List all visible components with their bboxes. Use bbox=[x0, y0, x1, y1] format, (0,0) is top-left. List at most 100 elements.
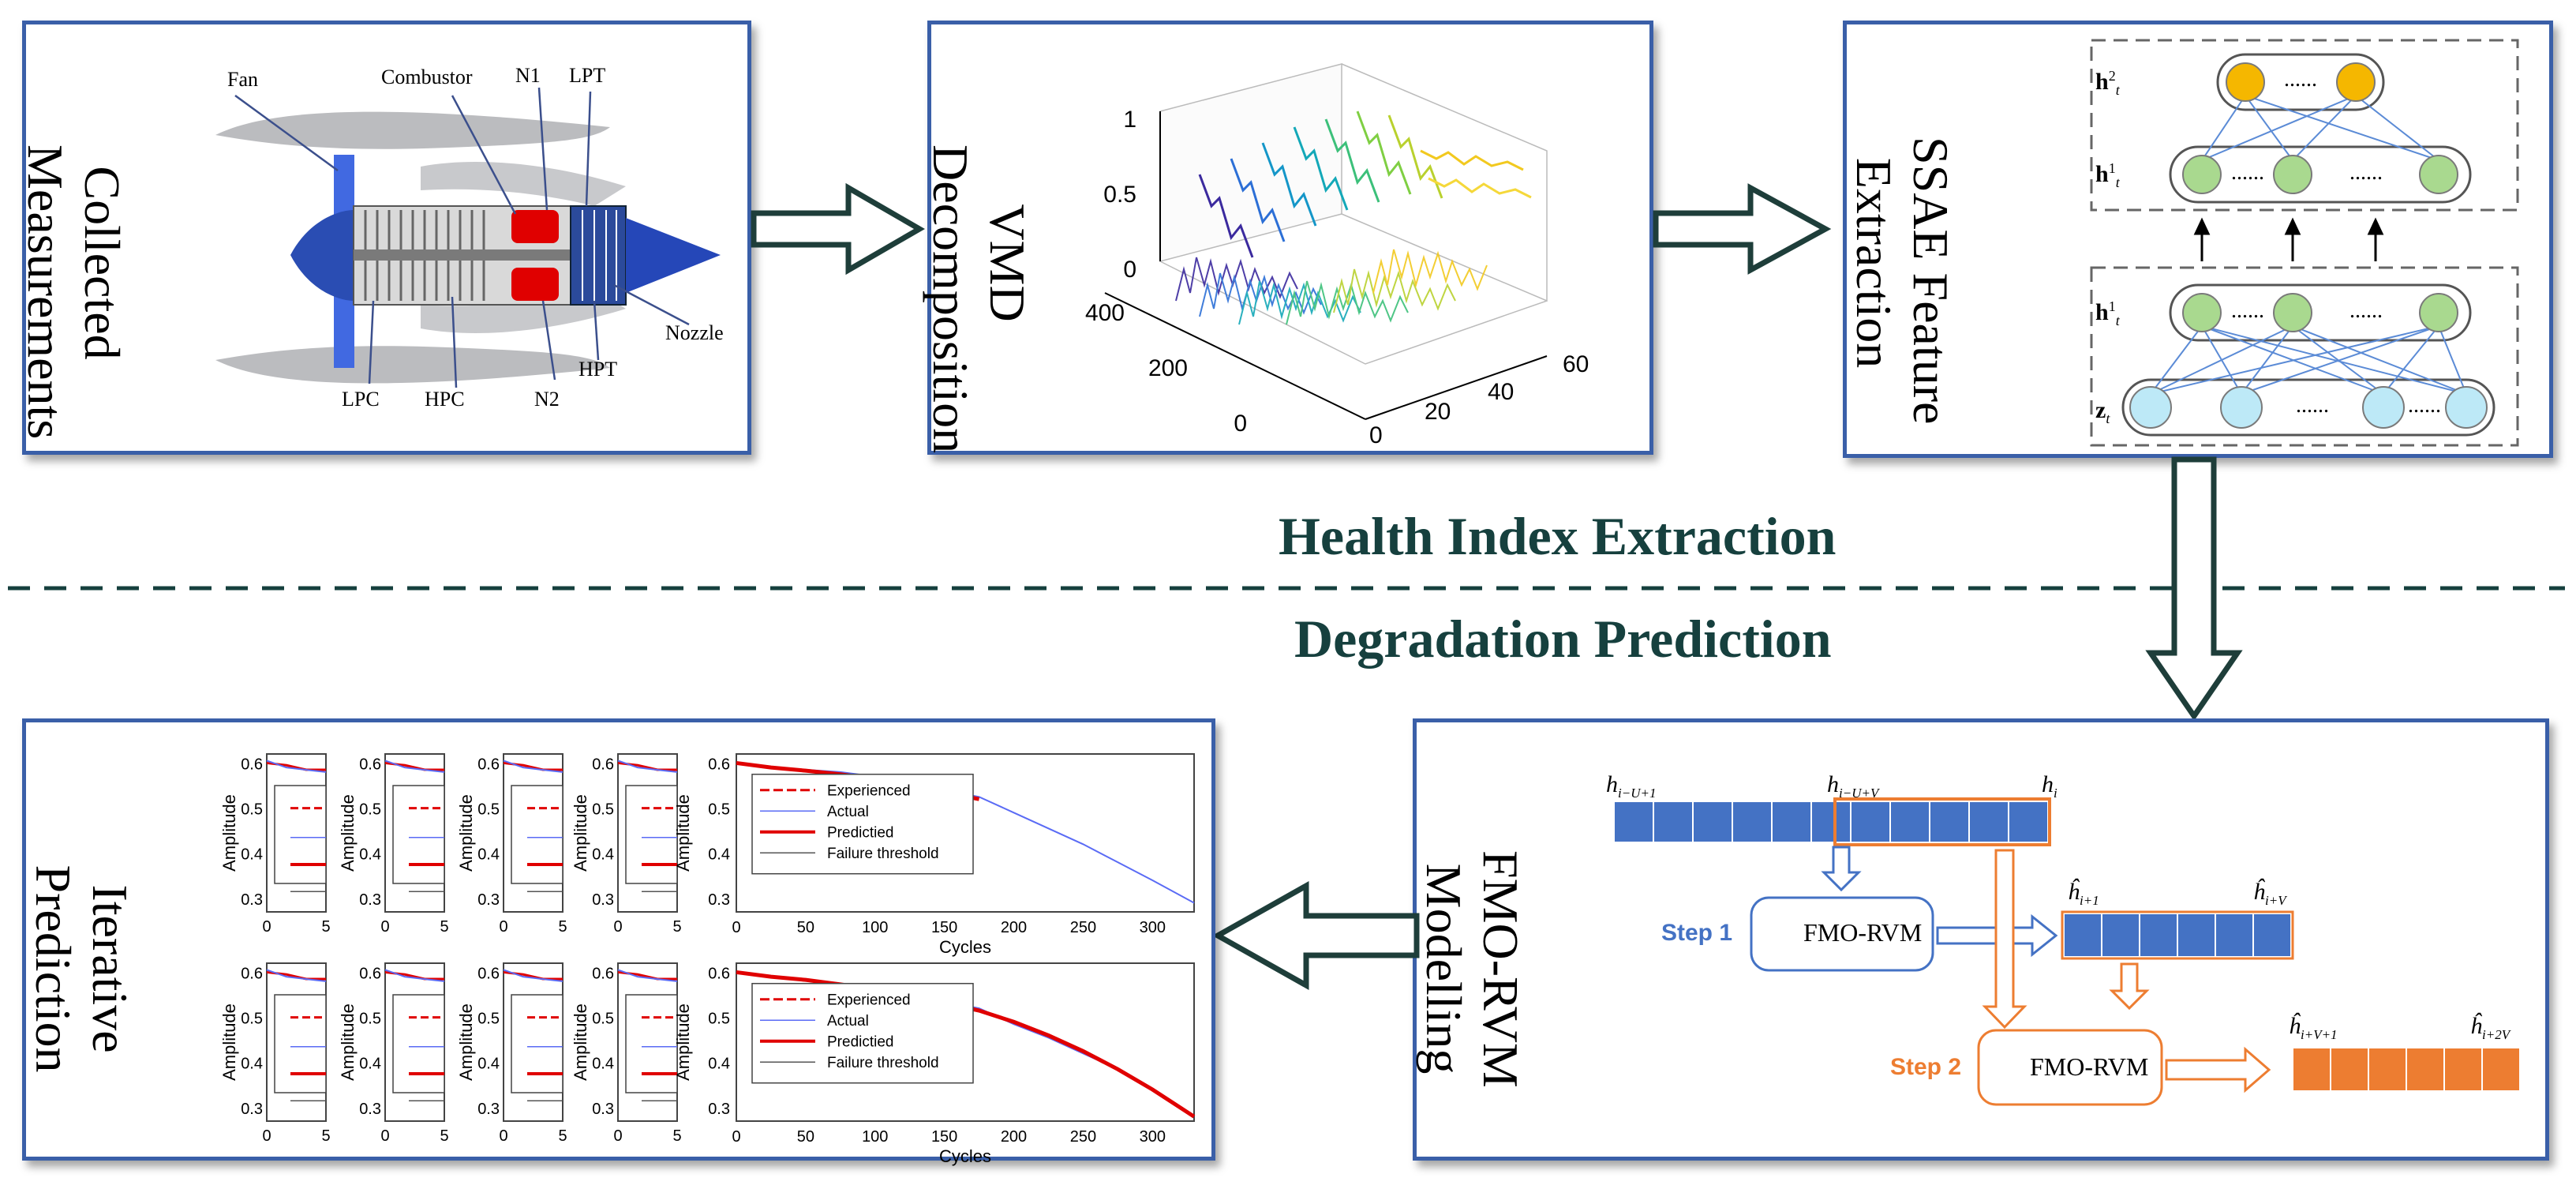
label-nozzle: Nozzle bbox=[665, 321, 724, 344]
small-plot-ylabel: Amplitude bbox=[571, 794, 590, 872]
legend-entry-0: Experienced bbox=[827, 783, 911, 800]
h-mid-label: hi−U+V bbox=[1827, 771, 1879, 801]
small-plot-legend-box bbox=[392, 994, 445, 1093]
small-plot-ytick: 0.4 bbox=[592, 846, 614, 864]
window-highlight bbox=[1833, 797, 2051, 846]
small-plot-xtick: 0 bbox=[613, 918, 622, 936]
small-plot-legend-box bbox=[392, 785, 445, 884]
hat-end-label: ĥi+V bbox=[2253, 879, 2286, 908]
small-plot-ytick: 0.6 bbox=[359, 756, 381, 773]
panel-fmo-rvm-modelling: FMO-RVM Modelling FMO-RVM FMO-RVM Step 1 … bbox=[1413, 718, 2549, 1161]
arrow-1-to-2 bbox=[751, 182, 925, 276]
hat2-end-label: ĥi+2V bbox=[2470, 1013, 2510, 1042]
main-plot-xtick: 150 bbox=[931, 919, 957, 936]
z-tick-0-5: 0.5 bbox=[1103, 182, 1136, 208]
dots-h1-a: ...... bbox=[2231, 160, 2264, 185]
small-plot-ytick: 0.4 bbox=[477, 1056, 500, 1073]
main-plot-xtick: 200 bbox=[1001, 919, 1027, 936]
small-plot-xtick: 5 bbox=[672, 1127, 681, 1145]
small-plot-ylabel: Amplitude bbox=[571, 1003, 590, 1081]
small-plot-actual-line bbox=[384, 969, 445, 982]
combustor-top bbox=[511, 210, 559, 243]
main-plot-ytick: 0.3 bbox=[708, 1101, 730, 1118]
label-lpc: LPC bbox=[342, 388, 380, 411]
panel-vmd-decomposition: VMD Decomposition 1 0.5 bbox=[923, 21, 1653, 455]
small-plot-ylabel: Amplitude bbox=[456, 1003, 476, 1081]
legend-entry-3: Failure threshold bbox=[827, 1055, 939, 1071]
y-tick-0: 0 bbox=[1234, 411, 1247, 437]
panel2-title: VMD Decomposition bbox=[923, 144, 1035, 454]
x-tick-40: 40 bbox=[1488, 379, 1514, 405]
legend-entry-3: Failure threshold bbox=[827, 846, 939, 862]
small-plot-actual-line bbox=[384, 760, 445, 773]
section-divider bbox=[8, 586, 2565, 591]
legend-entry-2: Predictied bbox=[827, 1034, 894, 1051]
label-combustor: Combustor bbox=[381, 66, 473, 88]
small-plot-legend-box bbox=[625, 994, 678, 1093]
combustor-bottom bbox=[511, 268, 559, 301]
small-plot-ytick: 0.4 bbox=[477, 846, 500, 864]
main-plot-ytick: 0.6 bbox=[708, 965, 730, 982]
label-hpt: HPT bbox=[578, 358, 618, 381]
small-plot-ytick: 0.4 bbox=[592, 1056, 614, 1073]
fmo-rvm-flow bbox=[1613, 797, 2521, 1106]
arrow-3-to-4 bbox=[2145, 456, 2243, 722]
label-h1-input: h1t bbox=[2095, 298, 2120, 328]
small-plot-legend-box bbox=[274, 994, 327, 1093]
x-tick-60: 60 bbox=[1563, 351, 1589, 377]
small-plot-ylabel: Amplitude bbox=[338, 794, 358, 872]
small-plot-ytick: 0.5 bbox=[592, 801, 614, 819]
small-plot-xtick: 0 bbox=[262, 918, 271, 936]
panel3-title: SSAE Feature Extraction bbox=[1846, 137, 1959, 425]
step-1-label: Step 1 bbox=[1661, 920, 1733, 946]
small-plot-xtick: 0 bbox=[262, 1127, 271, 1145]
main-plot-xlabel: Cycles bbox=[939, 937, 991, 957]
h-start-label: hi−U+1 bbox=[1606, 771, 1657, 801]
label-n1: N1 bbox=[515, 64, 541, 87]
main-plot-xtick: 100 bbox=[862, 1128, 888, 1146]
main-plot-ytick: 0.4 bbox=[708, 1056, 730, 1073]
dots-h1-b: ...... bbox=[2349, 160, 2383, 185]
main-plot-xtick: 100 bbox=[862, 919, 888, 936]
small-plot-xtick: 5 bbox=[321, 918, 330, 936]
main-plot-xtick: 250 bbox=[1070, 1128, 1096, 1146]
z-tick-1: 1 bbox=[1123, 107, 1136, 133]
small-plot-ytick: 0.3 bbox=[477, 1101, 500, 1118]
small-plot-xtick: 5 bbox=[558, 918, 567, 936]
small-plot-ytick: 0.5 bbox=[359, 1011, 381, 1028]
small-plot-ytick: 0.4 bbox=[241, 1056, 263, 1073]
label-h2: h2t bbox=[2095, 68, 2120, 98]
arrow-4-to-5 bbox=[1211, 881, 1420, 990]
ssae-network-diagram: ...... ...... ...... ...... ...... .....… bbox=[2090, 39, 2519, 447]
h-end-label: hi bbox=[2042, 771, 2057, 801]
small-plot-xtick: 0 bbox=[380, 918, 389, 936]
vmd-3d-plot: 1 0.5 0 400 200 0 0 20 40 60 bbox=[1085, 63, 1589, 448]
main-plot-xtick: 200 bbox=[1001, 1128, 1027, 1146]
y-tick-200: 200 bbox=[1148, 355, 1188, 381]
legend-entry-0: Experienced bbox=[827, 992, 911, 1009]
node-h2-1 bbox=[2226, 62, 2265, 102]
small-plot-ytick: 0.6 bbox=[477, 756, 500, 773]
small-plot-ylabel: Amplitude bbox=[219, 1003, 239, 1081]
panel-iterative-prediction: Iterative Prediction Amplitude 0.6 0.5 0.4 0.… bbox=[22, 718, 1215, 1166]
main-plot-xtick: 50 bbox=[797, 919, 814, 936]
small-plot-actual-line bbox=[617, 969, 678, 982]
small-plot-xtick: 5 bbox=[440, 918, 448, 936]
main-plot-ytick: 0.4 bbox=[708, 846, 730, 864]
iterative-prediction-charts: Amplitude 0.6 0.5 0.4 0.3 0 5 Amplitude 0.6 0.5 0.… bbox=[219, 753, 1196, 1166]
small-plot-ytick: 0.3 bbox=[592, 1101, 614, 1118]
small-plot-xtick: 5 bbox=[672, 918, 681, 936]
small-plot-actual-line bbox=[503, 969, 564, 982]
small-plot-actual-line bbox=[266, 969, 327, 982]
arrow-2-to-3 bbox=[1653, 183, 1832, 275]
fmo-rvm-box-1[interactable] bbox=[1750, 896, 1934, 972]
fmo-rvm-box-2[interactable] bbox=[1977, 1029, 2163, 1106]
node-h2-2 bbox=[2336, 62, 2376, 102]
main-plot-xtick: 300 bbox=[1140, 1128, 1166, 1146]
main-plot-ytick: 0.6 bbox=[708, 756, 730, 773]
nozzle-cone bbox=[626, 218, 721, 293]
small-plot-legend-box bbox=[274, 785, 327, 884]
turbine bbox=[570, 205, 627, 306]
small-plot-xtick: 0 bbox=[499, 918, 507, 936]
small-plot-actual-line bbox=[617, 760, 678, 773]
